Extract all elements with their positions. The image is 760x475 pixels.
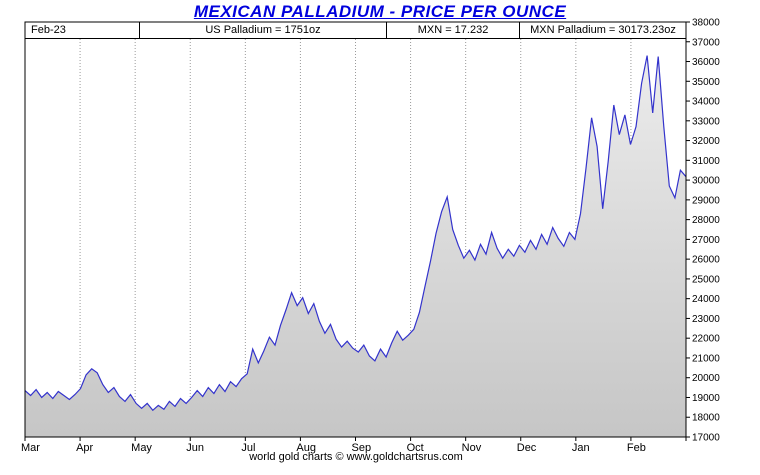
svg-text:27000: 27000: [692, 235, 720, 246]
mxn-palladium-value: MXN Palladium = 30173.23oz: [530, 24, 676, 36]
svg-text:30000: 30000: [692, 176, 720, 187]
svg-text:Jun: Jun: [186, 442, 204, 454]
attribution-text: world gold charts © www.goldchartsrus.co…: [249, 451, 463, 463]
svg-text:31000: 31000: [692, 156, 720, 167]
svg-text:Nov: Nov: [462, 442, 482, 454]
svg-text:Dec: Dec: [517, 442, 537, 454]
svg-text:23000: 23000: [692, 314, 720, 325]
svg-text:33000: 33000: [692, 116, 720, 127]
svg-text:20000: 20000: [692, 373, 720, 384]
svg-text:17000: 17000: [692, 433, 720, 444]
svg-text:May: May: [131, 442, 152, 454]
svg-text:Sep: Sep: [352, 442, 372, 454]
svg-text:26000: 26000: [692, 255, 720, 266]
svg-text:Jul: Jul: [241, 442, 255, 454]
svg-text:18000: 18000: [692, 413, 720, 424]
svg-text:Oct: Oct: [407, 442, 424, 454]
month-gridlines: [79, 39, 632, 437]
svg-text:Mar: Mar: [21, 442, 40, 454]
y-axis: 17000 18000 19000 20000 21000 22000 23000 24000…: [686, 18, 720, 444]
svg-text:36000: 36000: [692, 57, 720, 68]
page-title: MEXICAN PALLADIUM - PRICE PER OUNCE: [193, 2, 567, 21]
svg-text:38000: 38000: [692, 18, 720, 29]
svg-text:35000: 35000: [692, 77, 720, 88]
svg-text:32000: 32000: [692, 136, 720, 147]
svg-text:24000: 24000: [692, 294, 720, 305]
price-line: [24, 55, 687, 412]
x-axis: Mar Apr May Jun Jul Aug Sep Oct Nov Dec Jan Feb: [21, 437, 687, 454]
svg-text:Jan: Jan: [572, 442, 590, 454]
svg-text:29000: 29000: [692, 195, 720, 206]
svg-text:Apr: Apr: [76, 442, 93, 454]
date-label: Feb-23: [25, 22, 140, 38]
svg-text:21000: 21000: [692, 353, 720, 364]
svg-text:28000: 28000: [692, 215, 720, 226]
us-palladium-value: US Palladium = 1751oz: [140, 22, 387, 38]
svg-text:25000: 25000: [692, 274, 720, 285]
mxn-rate-value: MXN = 17.232: [387, 22, 520, 38]
svg-text:19000: 19000: [692, 393, 720, 404]
svg-text:34000: 34000: [692, 97, 720, 108]
chart-header-strip: Feb-23 US Palladium = 1751oz MXN = 17.23…: [25, 22, 686, 39]
price-area: [25, 55, 686, 437]
svg-text:22000: 22000: [692, 334, 720, 345]
svg-text:Aug: Aug: [296, 442, 316, 454]
svg-text:37000: 37000: [692, 37, 720, 48]
svg-text:Feb: Feb: [627, 442, 646, 454]
plot-border: [24, 21, 687, 438]
